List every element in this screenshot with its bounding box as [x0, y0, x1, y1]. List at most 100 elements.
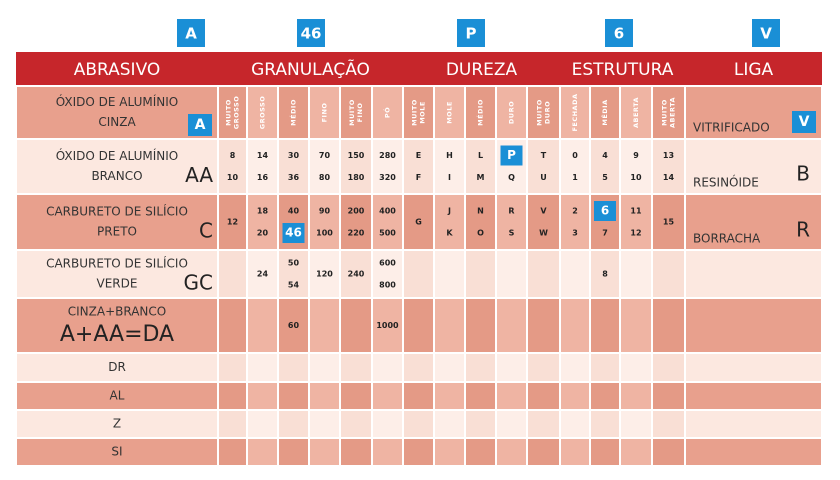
cell-value: 0 [572, 151, 578, 160]
badge: A [185, 25, 197, 43]
subheader: MUITO [348, 99, 356, 126]
table-cell [528, 251, 559, 297]
table-cell [310, 411, 339, 437]
subheader: MÉDIO [289, 99, 298, 126]
table-cell [219, 251, 246, 297]
abrasive-name: ÓXIDO DE ALUMÍNIO [56, 148, 179, 163]
table-cell [219, 439, 246, 465]
table-cell [497, 411, 526, 437]
table-cell [621, 140, 651, 193]
cell-value: 12 [227, 218, 238, 227]
table-cell [591, 439, 619, 465]
cell-value: 100 [316, 229, 333, 238]
abrasive-name: BRANCO [91, 169, 142, 183]
table-cell [561, 354, 589, 381]
table-cell [341, 140, 371, 193]
table-cell [404, 195, 433, 249]
badge-box [752, 19, 780, 47]
abrasive-name: CARBURETO DE SILÍCIO [46, 204, 188, 219]
cell-value: 50 [288, 259, 300, 268]
header-label: ESTRUTURA [572, 60, 674, 80]
table-cell [17, 299, 217, 352]
cell-value: P [507, 148, 516, 162]
liga-badge-box [792, 111, 816, 133]
cell-value: 11 [630, 207, 642, 216]
subheader: MUITO [661, 99, 669, 126]
table-cell [561, 140, 589, 193]
cell-value: 46 [285, 226, 302, 240]
table-cell [17, 140, 217, 193]
subheader: MUITO [536, 99, 544, 126]
cell-value: W [539, 229, 548, 238]
table-cell [653, 251, 684, 297]
table-cell [591, 299, 619, 352]
badge: 6 [614, 25, 624, 43]
table-cell [528, 195, 559, 249]
cell-value: 10 [227, 173, 239, 182]
cell-value: I [448, 173, 451, 182]
cell-value: 4 [602, 151, 608, 160]
table-cell [466, 354, 495, 381]
table-cell [17, 195, 217, 249]
cell-value: 3 [572, 229, 578, 238]
cell-value: 12 [630, 229, 641, 238]
cell-value: 36 [288, 173, 300, 182]
table-cell [310, 383, 339, 409]
cell-value: 1000 [376, 321, 399, 330]
table-cell [373, 140, 402, 193]
cell-value: 24 [257, 270, 269, 279]
table-cell [404, 87, 433, 138]
subheader: MUITO [411, 99, 419, 126]
table-cell [466, 251, 495, 297]
table-cell [686, 299, 821, 352]
cell-value: 200 [348, 207, 365, 216]
table-cell [561, 195, 589, 249]
cell-value: 240 [348, 270, 365, 279]
subheader: ABERTA [632, 97, 640, 128]
liga-code: V [799, 114, 810, 130]
cell-value: 10 [630, 173, 642, 182]
subheader: FINO [356, 103, 364, 123]
table-cell [310, 251, 339, 297]
cell-value: 120 [316, 270, 333, 279]
badge: 46 [301, 25, 322, 43]
cell-value: 800 [379, 281, 396, 290]
subheader: ABERTA [669, 97, 677, 128]
badge-box [177, 19, 205, 47]
table-cell [653, 354, 684, 381]
table-cell [310, 87, 339, 138]
table-cell [561, 251, 589, 297]
subheader: PÓ [383, 107, 392, 118]
table-cell [435, 354, 464, 381]
table-cell [341, 251, 371, 297]
table-cell [373, 87, 402, 138]
abrasive-name: CARBURETO DE SILÍCIO [46, 256, 188, 271]
abrasive-code: A [195, 117, 206, 133]
table-cell [621, 411, 651, 437]
table-cell [561, 87, 589, 138]
abrasive-name: CINZA [98, 115, 136, 129]
cell-value: 8 [230, 151, 236, 160]
cell-value: 320 [379, 173, 396, 182]
cell-value: 70 [319, 151, 331, 160]
table-cell [279, 299, 308, 352]
cell-badge-box [594, 201, 616, 221]
table-cell [17, 354, 217, 381]
cell-value: 400 [379, 207, 396, 216]
table-cell [17, 87, 217, 138]
table-cell [435, 439, 464, 465]
table-cell [435, 299, 464, 352]
table-cell [561, 383, 589, 409]
cell-value: 18 [257, 207, 269, 216]
table-cell [686, 354, 821, 381]
table-cell [248, 411, 277, 437]
table-cell [466, 299, 495, 352]
code-badge-box [188, 114, 212, 136]
abrasive-code: AA [185, 163, 213, 187]
table-cell [279, 140, 308, 193]
table-cell [404, 354, 433, 381]
table-cell [17, 411, 217, 437]
cell-value: 14 [663, 173, 675, 182]
liga-code: B [796, 162, 810, 186]
table-cell [279, 87, 308, 138]
